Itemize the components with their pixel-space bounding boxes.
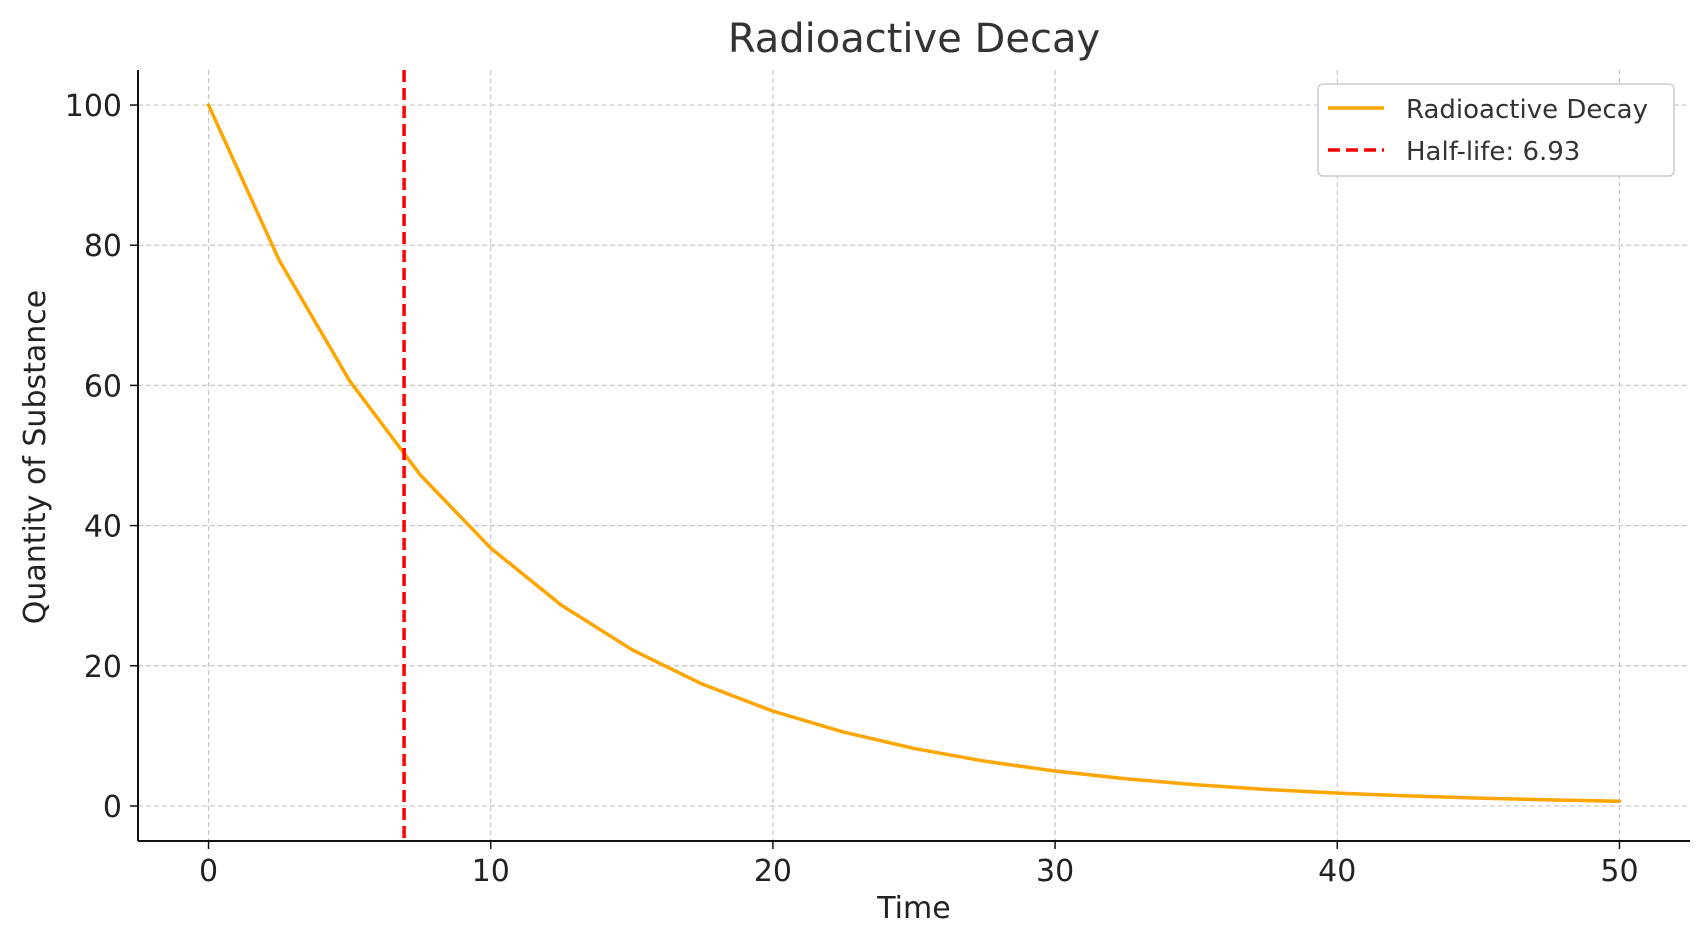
x-tick-label: 50 [1600, 854, 1638, 889]
y-ticks: 0 20 40 60 80 100 [65, 89, 138, 825]
y-tick-label: 80 [84, 229, 122, 264]
x-ticks: 0 10 20 30 40 50 [199, 841, 1639, 889]
y-tick-label: 100 [65, 89, 122, 124]
x-axis-label: Time [876, 891, 950, 926]
legend: Radioactive Decay Half-life: 6.93 [1317, 83, 1675, 177]
y-tick-label: 20 [84, 650, 122, 685]
chart-title: Radioactive Decay [728, 16, 1100, 62]
plot-area [206, 70, 1622, 841]
x-tick-label: 40 [1318, 854, 1356, 889]
x-tick-label: 0 [199, 854, 218, 889]
grid [138, 70, 1690, 841]
series-line-radioactive-decay [206, 103, 1622, 804]
axes [137, 70, 1690, 842]
legend-label-half-life: Half-life: 6.93 [1406, 137, 1580, 167]
y-tick-label: 40 [84, 510, 122, 545]
legend-box [1317, 83, 1675, 177]
y-axis-label: Quantity of Substance [18, 290, 53, 624]
y-tick-label: 60 [84, 369, 122, 404]
legend-label-radioactive-decay: Radioactive Decay [1406, 95, 1648, 125]
x-tick-label: 20 [754, 854, 792, 889]
x-tick-label: 30 [1036, 854, 1074, 889]
y-tick-label: 0 [103, 790, 122, 825]
x-tick-label: 10 [472, 854, 510, 889]
